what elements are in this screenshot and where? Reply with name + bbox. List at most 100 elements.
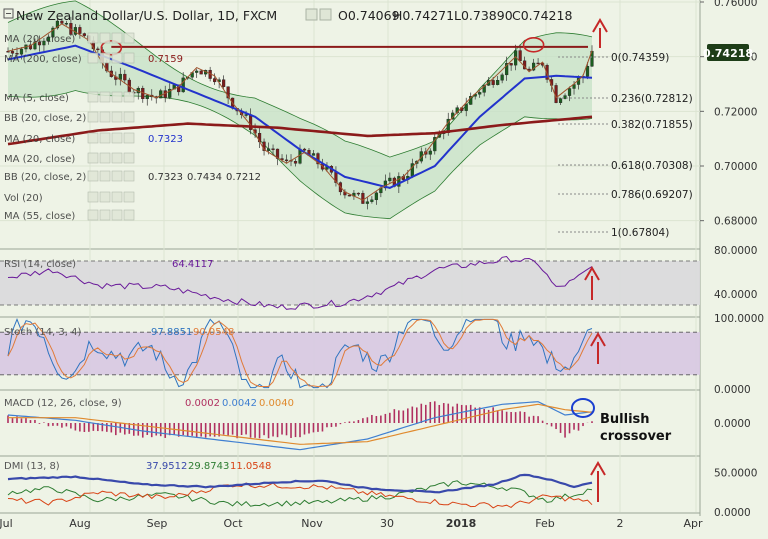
dmi-plus-line [7,480,593,507]
legend-eye-icon [87,91,99,103]
legend-settings-icon [99,132,111,144]
arrow-up-icon-dmi [590,461,606,502]
candle-body [496,80,500,85]
ohlc-high: H0.74271 [393,8,454,23]
legend-close-icon [123,191,135,203]
dmi-pane-tick-label: 50.0000 [714,468,757,480]
arrow-head [584,266,600,281]
candle-body [558,98,563,103]
ma200-line [7,115,593,146]
time-tick-label: Sep [147,517,168,530]
candle-body [195,70,199,73]
legend-plus-icon [111,52,123,64]
fib-label: 0.236(0.72812) [611,93,693,105]
candle-body [302,148,307,151]
legend-plus-icon [111,191,123,203]
legend-value: 0.7323 [148,172,183,183]
legend-close-icon [123,132,135,144]
legend-eye-icon [87,52,99,64]
price-tick-label: 0.76000 [714,0,757,9]
candle-body [271,148,275,150]
stoch-k-value: 97.8851 [151,327,192,338]
stoch-d-value: 90.0548 [193,327,234,338]
stoch-label: Stoch (14, 3, 4) [4,327,81,338]
time-tick-label: Apr [683,517,703,530]
legend-plus-icon [111,111,123,123]
resistance-touch-marker-1 [100,40,123,56]
candle-body [567,88,572,96]
candle-body [563,95,567,99]
candle-body [123,73,127,81]
macd-signal-line [8,403,593,445]
time-tick-label: Oct [223,517,243,530]
candle-body [347,194,352,197]
macd-pane: 0.0000 [7,398,751,451]
macd-pane-tick-label: 0.0000 [714,418,751,430]
annotation-crossover: crossover [600,429,672,444]
time-tick-label: Jul [0,517,13,530]
adx-line [7,473,593,494]
rsi-pane-tick-label: 40.0000 [714,289,757,301]
dmi-label: DMI (13, 8) [4,461,60,472]
legend-close-icon [123,170,135,182]
legend-eye-icon [87,191,99,203]
time-tick-label: 30 [380,517,394,530]
legend-settings-icon [99,91,111,103]
candle-body [226,86,230,99]
collapse-icon[interactable] [3,8,14,19]
candle-body [222,79,226,87]
dmi-value-2: 29.8743 [188,461,229,472]
candle-body [433,137,437,152]
candle-body [213,78,217,83]
legend-value: 0.7159 [148,54,183,65]
candle-body [266,148,271,151]
candle-body [64,23,68,25]
arrow-up-icon [592,18,608,48]
legend-eye-icon [87,132,99,144]
candle-body [428,150,432,155]
indicator-legend: MA (20, close) MA (200, close) 0.7159 MA (5… [4,32,261,222]
candle-body [388,177,392,182]
legend-eye-icon [87,170,99,182]
candle-body [82,33,86,36]
ohlc-low: L0.73890 [454,8,513,23]
bollinger-upper-line [7,0,593,158]
legend-settings-icon [99,52,111,64]
last-price-value: 0.74218 [703,47,753,60]
time-tick-label: Nov [301,517,323,530]
candle-body [532,62,536,71]
ohlc-close: C0.74218 [512,8,572,23]
candle-body [293,161,298,164]
candle-body [478,92,482,95]
candle-body [505,63,509,76]
legend-label: MA (20, close) [4,154,75,165]
arrow-up-icon-price [592,18,608,48]
time-tick-label: 2018 [446,517,477,530]
rsi-pane-band [0,261,700,305]
legend-label: MA (20, close) [4,34,75,45]
legend-value: 0.7323 [148,134,183,145]
annotation-bullish: Bullish [600,412,650,427]
candle-body [469,96,473,105]
macd-value-1: 0.0002 [185,398,220,409]
legend-settings-icon [99,32,111,44]
macd-value-2: 0.0042 [222,398,257,409]
fibonacci-levels: 0(0.74359) 0.236(0.72812) 0.382(0.71855) 0.… [558,52,693,239]
candle-body [545,65,549,80]
legend-settings-icon [99,191,111,203]
rsi-value: 64.4117 [172,259,213,270]
macd-line [7,401,593,451]
macd-label: MACD (12, 26, close, 9) [4,398,122,409]
candle-body [159,90,163,99]
price-tick-label: 0.70000 [714,161,757,173]
candle-body [60,20,64,24]
fib-label: 1(0.67804) [611,227,669,239]
rsi-pane: 80.0000 40.0000 [0,245,757,310]
legend-plus-icon [111,132,123,144]
stoch-pane-tick-label: 100.0000 [714,313,764,325]
candle-body [275,148,280,159]
legend-eye-icon [87,152,99,164]
candle-body [244,114,248,116]
legend-label: BB (20, close, 2) [4,113,86,124]
candle-body [33,41,37,50]
